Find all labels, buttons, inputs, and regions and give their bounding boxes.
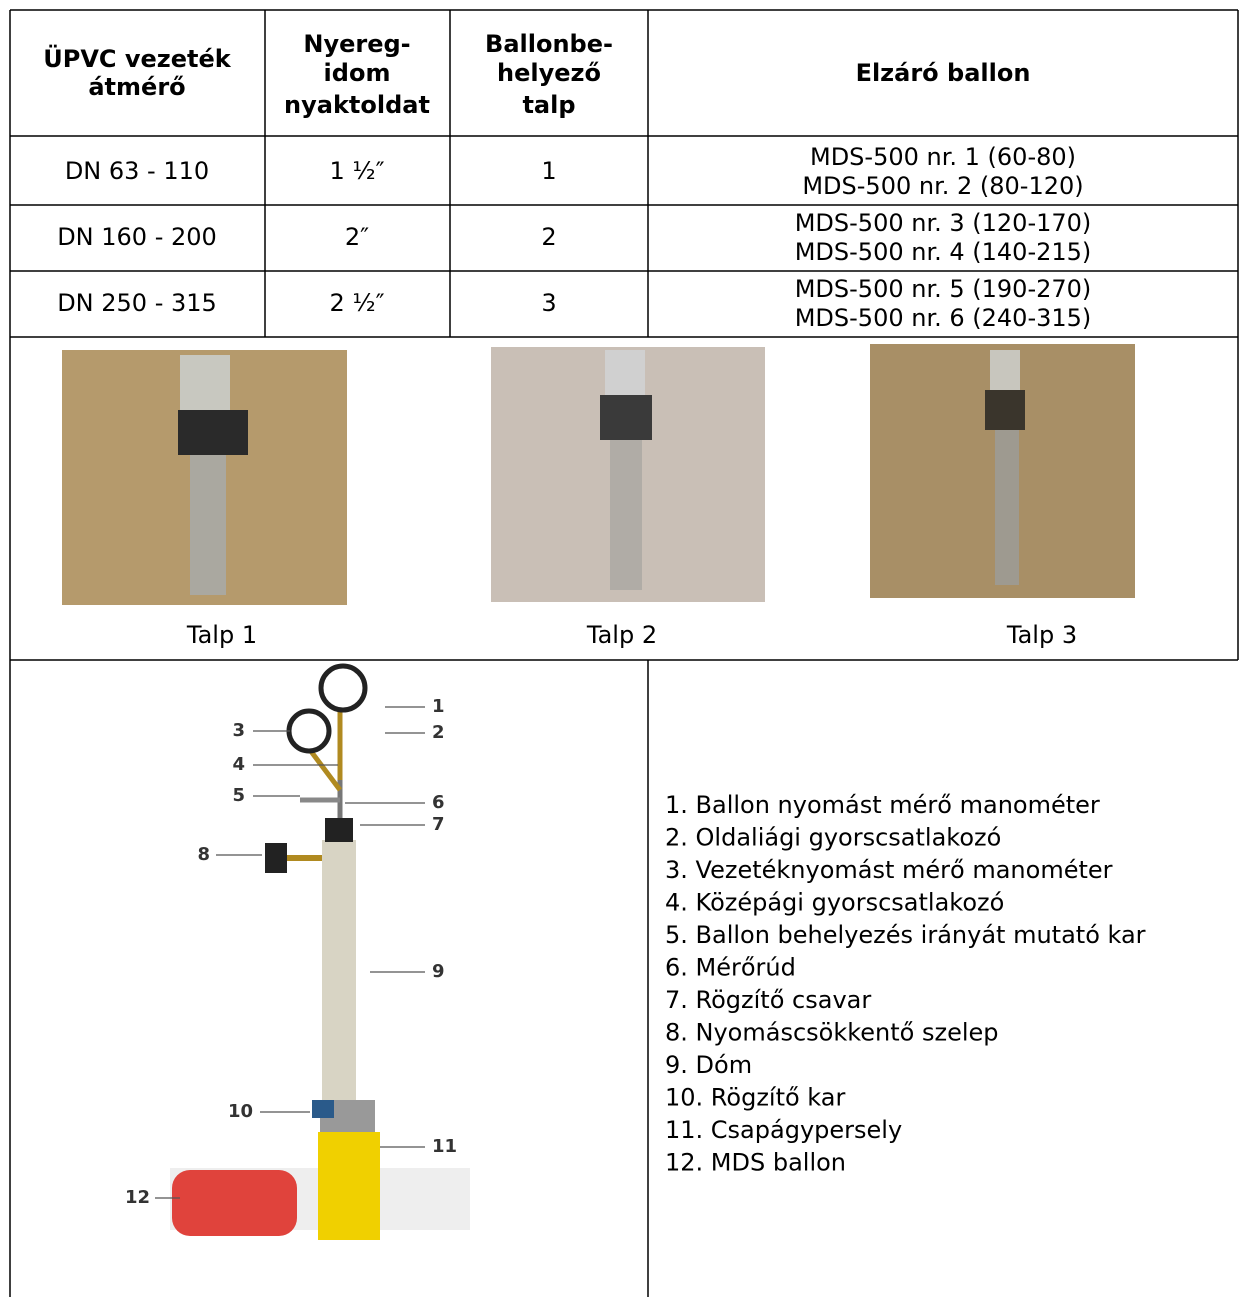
legend-item: 10. Rögzítő kar bbox=[665, 1084, 845, 1112]
callout: 11 bbox=[432, 1136, 457, 1157]
header-cell: ÜPVC vezeték bbox=[43, 43, 232, 73]
photo bbox=[491, 347, 765, 602]
legend-item: 3. Vezetéknyomást mérő manométer bbox=[665, 856, 1113, 884]
header-cell: Elzáró ballon bbox=[856, 59, 1031, 87]
legend-item: 11. Csapágypersely bbox=[665, 1116, 902, 1144]
legend-item: 7. Rögzítő csavar bbox=[665, 986, 871, 1014]
cell: MDS-500 nr. 4 (140-215) bbox=[795, 238, 1092, 266]
cell: DN 63 - 110 bbox=[65, 157, 209, 185]
legend-item: 6. Mérőrúd bbox=[665, 954, 796, 982]
header-cell: idom bbox=[324, 59, 391, 87]
cell: 1 bbox=[541, 157, 556, 185]
header-cell: Nyereg- bbox=[303, 30, 410, 58]
legend-item: 12. MDS ballon bbox=[665, 1149, 846, 1177]
legend-item: 9. Dóm bbox=[665, 1051, 752, 1079]
table-borders bbox=[9, 9, 1239, 1297]
header-cell: nyaktoldat bbox=[284, 91, 430, 119]
header-cell: átmérő bbox=[88, 73, 185, 101]
callout: 4 bbox=[232, 754, 245, 775]
cell: 3 bbox=[541, 289, 556, 317]
header-cell: helyező bbox=[497, 59, 601, 87]
callout: 7 bbox=[432, 814, 445, 835]
callout: 5 bbox=[232, 785, 245, 806]
header-cell: Ballonbe- bbox=[485, 30, 613, 58]
cell: 2 ½″ bbox=[329, 289, 384, 317]
callout: 9 bbox=[432, 961, 445, 982]
diagram-drawing bbox=[170, 663, 470, 1240]
callout: 1 bbox=[432, 696, 445, 717]
cell: DN 160 - 200 bbox=[57, 223, 217, 251]
cell: DN 250 - 315 bbox=[57, 289, 217, 317]
header-cell: talp bbox=[522, 91, 575, 119]
legend-item: 8. Nyomáscsökkentő szelep bbox=[665, 1019, 999, 1047]
cell: MDS-500 nr. 6 (240-315) bbox=[795, 304, 1092, 332]
cell: MDS-500 nr. 5 (190-270) bbox=[795, 275, 1092, 303]
callout: 6 bbox=[432, 792, 445, 813]
photo-caption: Talp 2 bbox=[586, 621, 657, 649]
photo-caption: Talp 1 bbox=[186, 621, 257, 649]
callout: 2 bbox=[432, 722, 445, 743]
cell: 1 ½″ bbox=[329, 157, 384, 185]
callout: 12 bbox=[125, 1187, 150, 1208]
cell: MDS-500 nr. 1 (60-80) bbox=[810, 143, 1076, 171]
cell: 2″ bbox=[345, 223, 369, 251]
callout: 10 bbox=[228, 1101, 253, 1122]
callout: 8 bbox=[197, 844, 210, 865]
callout-lines bbox=[155, 706, 425, 1199]
legend-item: 2. Oldaliági gyorscsatlakozó bbox=[665, 824, 1001, 852]
cell: MDS-500 nr. 3 (120-170) bbox=[795, 209, 1092, 237]
cell: MDS-500 nr. 2 (80-120) bbox=[802, 172, 1083, 200]
legend-item: 4. Középági gyorscsatlakozó bbox=[665, 889, 1004, 917]
photo bbox=[62, 350, 347, 605]
photo bbox=[870, 344, 1135, 598]
legend-item: 1. Ballon nyomást mérő manométer bbox=[665, 791, 1100, 819]
photo-caption: Talp 3 bbox=[1006, 621, 1077, 649]
legend-item: 5. Ballon behelyezés irányát mutató kar bbox=[665, 921, 1146, 949]
callout: 3 bbox=[232, 720, 245, 741]
cell: 2 bbox=[541, 223, 556, 251]
